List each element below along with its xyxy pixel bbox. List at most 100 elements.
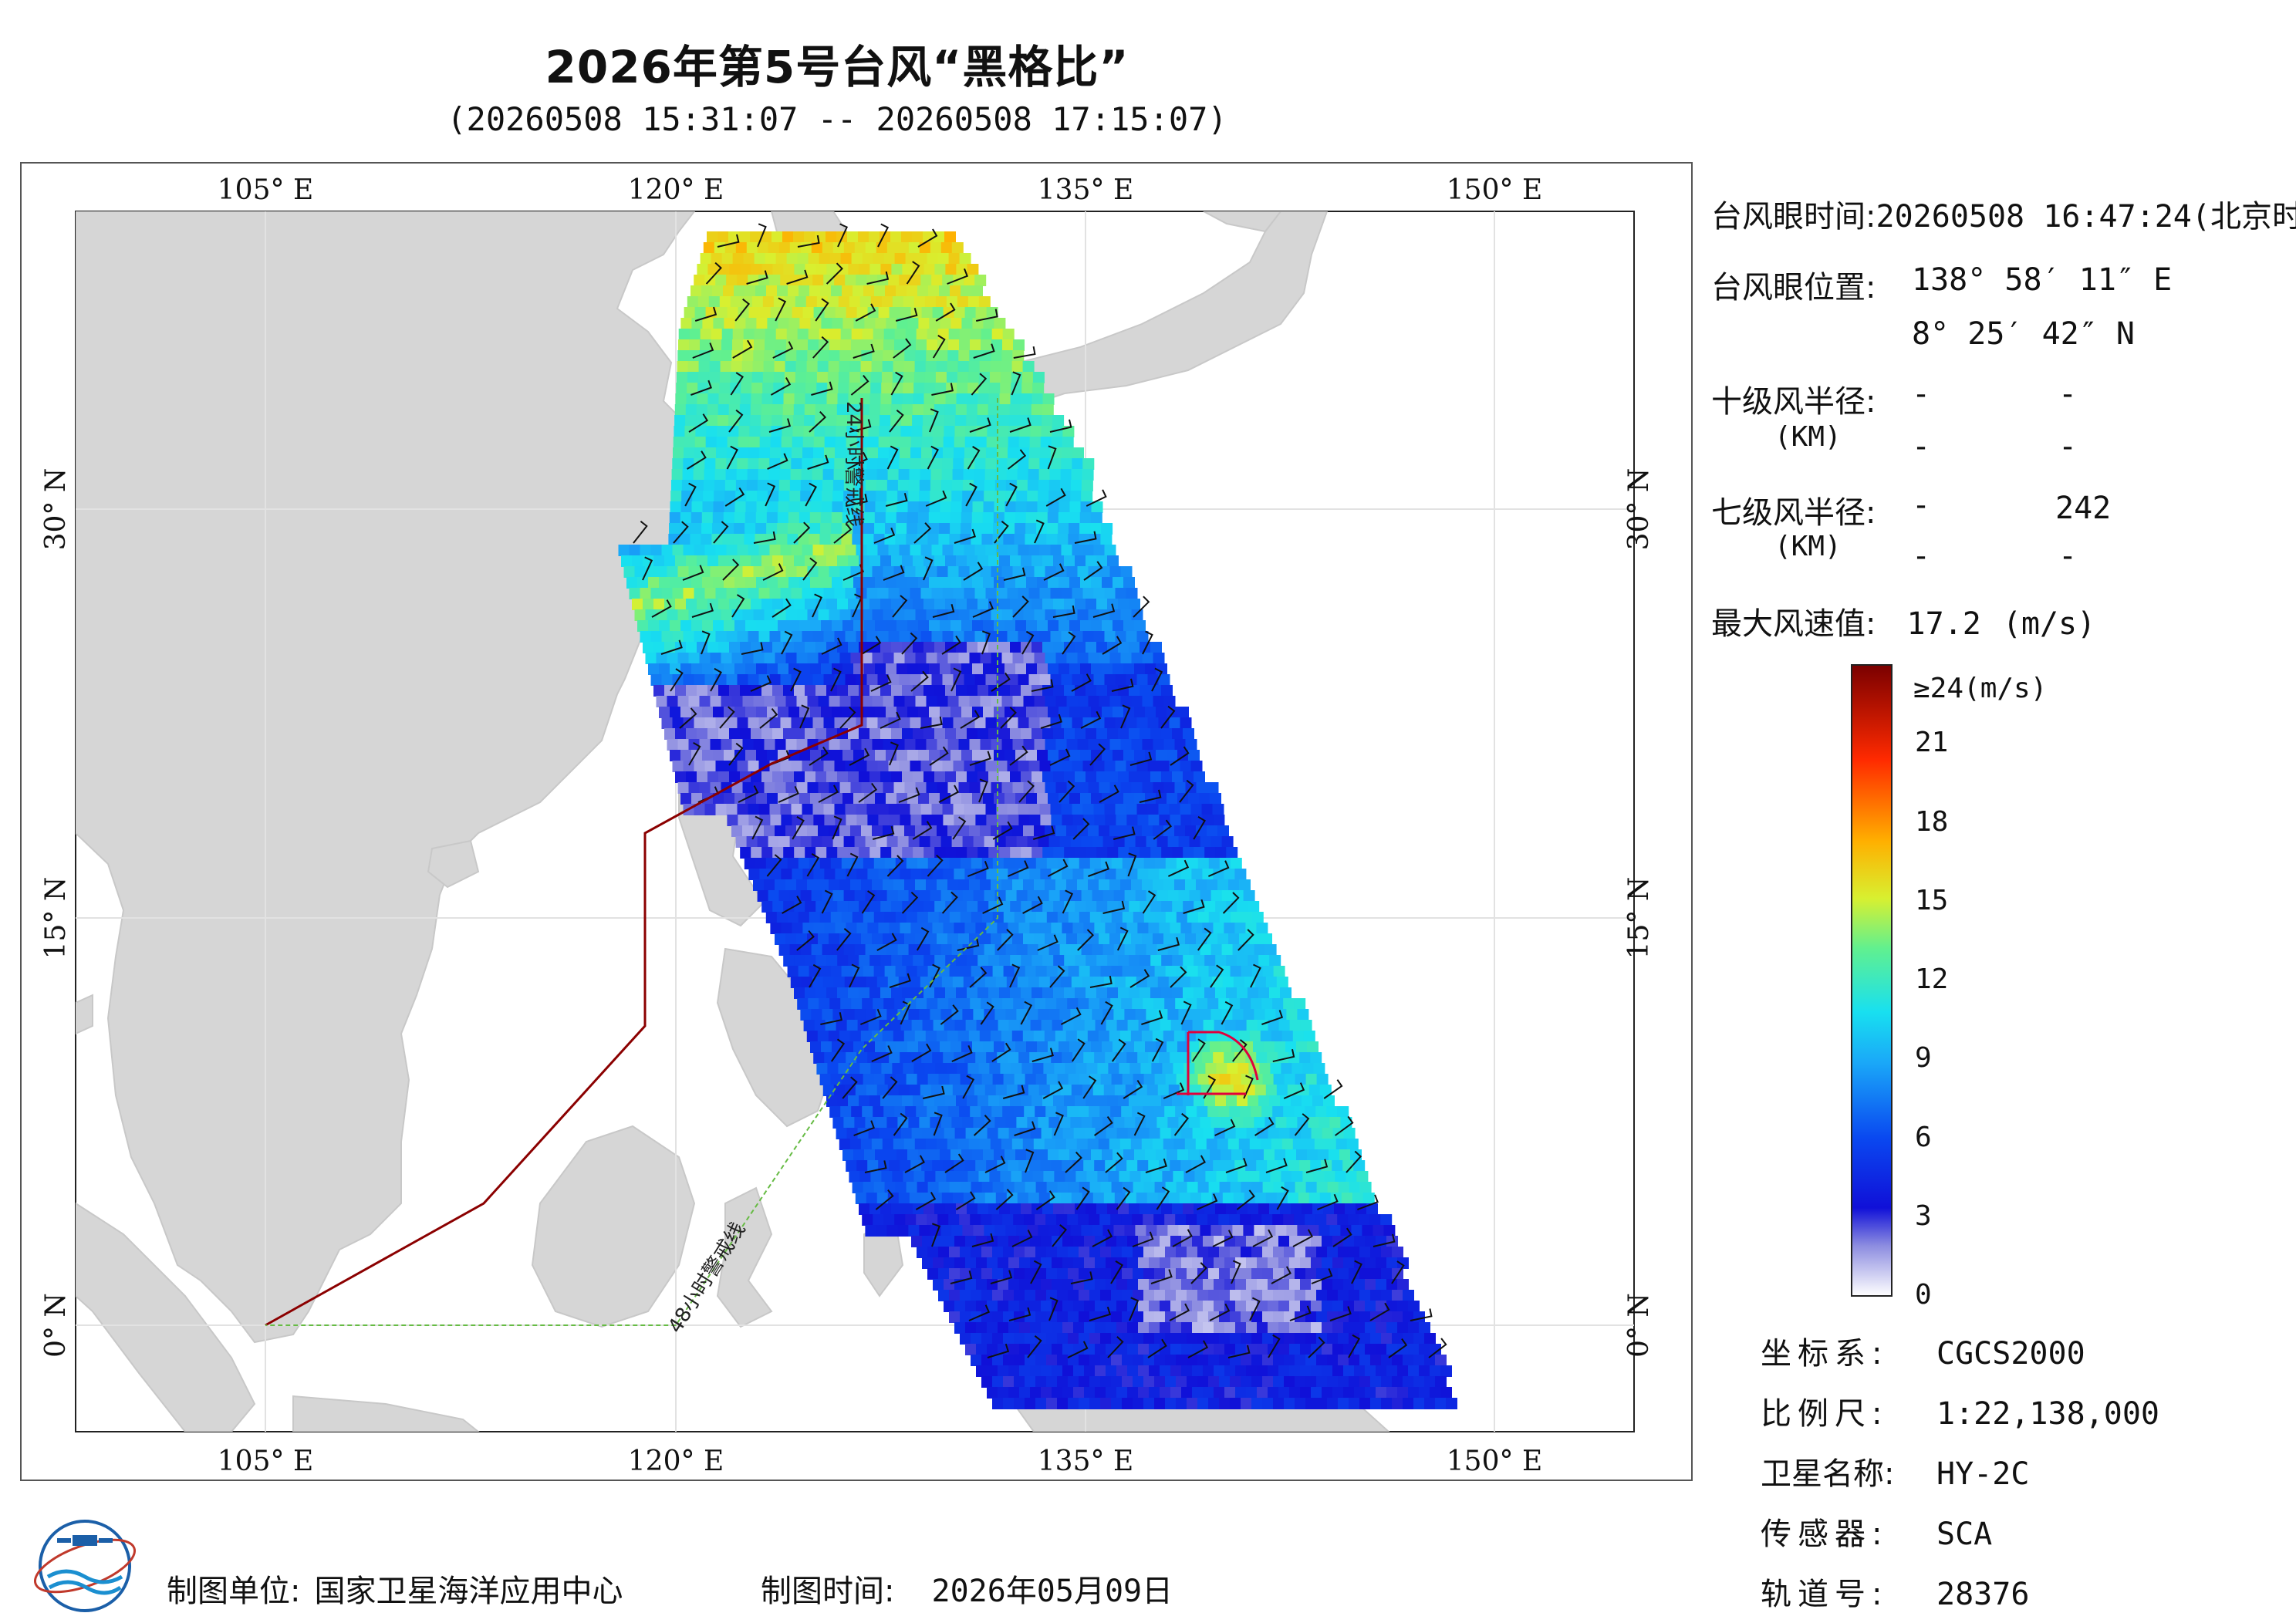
swath-cell xyxy=(973,491,985,502)
swath-cell xyxy=(1278,1128,1291,1139)
swath-cell xyxy=(1018,761,1030,772)
swath-cell xyxy=(928,512,940,524)
swath-cell xyxy=(637,620,649,632)
swath-cell xyxy=(1180,815,1193,826)
swath-cell xyxy=(1062,447,1073,459)
swath-cell xyxy=(1305,1182,1318,1193)
swath-cell xyxy=(1305,1214,1317,1226)
swath-cell xyxy=(832,836,845,848)
wind-barb xyxy=(1012,596,1029,618)
swath-cell xyxy=(775,339,787,351)
wind-barb xyxy=(830,1038,846,1062)
swath-cell xyxy=(818,566,830,578)
swath-cell xyxy=(1059,1009,1072,1021)
swath-cell xyxy=(1008,1257,1020,1269)
swath-cell xyxy=(826,955,839,967)
swath-cell xyxy=(1053,987,1065,999)
swath-cell xyxy=(783,955,795,967)
swath-cell xyxy=(1064,642,1075,653)
swath-cell xyxy=(1010,642,1021,653)
swath-cell xyxy=(1082,717,1095,729)
swath-cell xyxy=(1197,1311,1209,1323)
swath-cell xyxy=(1268,1387,1279,1399)
swath-cell xyxy=(740,555,751,567)
swath-cell xyxy=(1106,1257,1117,1269)
swath-cell xyxy=(1206,1139,1218,1150)
swath-cell xyxy=(692,491,704,502)
swath-cell xyxy=(900,1020,913,1031)
swath-cell xyxy=(1034,879,1045,891)
wind-barb xyxy=(730,372,744,396)
swath-cell xyxy=(1354,1344,1366,1355)
swath-cell xyxy=(1079,523,1092,535)
swath-cell xyxy=(1167,836,1180,848)
swath-cell xyxy=(1272,1214,1285,1226)
swath-cell xyxy=(920,631,933,643)
swath-cell xyxy=(999,771,1011,783)
swath-cell xyxy=(632,599,643,610)
swath-cell xyxy=(1160,1128,1172,1139)
swath-cell xyxy=(971,912,983,923)
swath-cell xyxy=(710,350,722,362)
swath-cell xyxy=(1053,771,1065,783)
swath-cell xyxy=(1007,761,1019,772)
swath-cell xyxy=(677,782,690,794)
swath-cell xyxy=(722,534,734,545)
swath-cell xyxy=(832,707,843,718)
swath-cell xyxy=(1045,609,1057,621)
swath-cell xyxy=(1053,728,1065,740)
swath-cell xyxy=(880,771,892,783)
swath-cell xyxy=(883,653,895,664)
swath-cell xyxy=(1120,879,1132,891)
swath-cell xyxy=(833,469,846,481)
swath-cell xyxy=(808,253,820,265)
wind-barb xyxy=(982,896,1004,914)
swath-cell xyxy=(1265,1193,1278,1204)
swath-cell xyxy=(1124,1117,1136,1129)
swath-cell xyxy=(1201,804,1214,815)
swath-cell xyxy=(810,501,822,513)
swath-cell xyxy=(789,836,802,848)
swath-cell xyxy=(1013,998,1025,1010)
swath-cell xyxy=(854,480,866,491)
swath-cell xyxy=(1134,707,1146,718)
swath-cell xyxy=(757,491,769,502)
swath-cell xyxy=(966,404,978,416)
swath-cell xyxy=(1094,1052,1106,1064)
swath-cell xyxy=(1077,879,1089,891)
swath-cell xyxy=(1091,750,1102,761)
swath-cell xyxy=(910,437,923,448)
swath-cell xyxy=(618,545,630,556)
swath-cell xyxy=(1250,933,1261,945)
swath-cell xyxy=(818,933,829,945)
swath-cell xyxy=(1170,1257,1182,1269)
swath-cell xyxy=(1008,923,1020,934)
swath-cell xyxy=(884,912,896,923)
swath-cell xyxy=(895,858,907,869)
wind-barb xyxy=(691,602,714,618)
swath-cell xyxy=(1038,469,1051,481)
swath-cell xyxy=(1213,869,1225,880)
swath-cell xyxy=(1156,663,1167,675)
swath-cell xyxy=(1102,836,1115,848)
swath-cell xyxy=(1365,1279,1376,1291)
swath-cell xyxy=(893,696,906,707)
swath-cell xyxy=(991,1214,1004,1226)
swath-cell xyxy=(1006,1193,1018,1204)
swath-cell xyxy=(690,534,702,545)
swath-cell xyxy=(1136,804,1149,815)
swath-cell xyxy=(1048,491,1061,502)
swath-cell xyxy=(1154,1376,1166,1388)
swath-cell xyxy=(936,361,948,373)
swath-cell xyxy=(761,642,773,653)
swath-cell xyxy=(659,577,670,589)
swath-cell xyxy=(853,1149,865,1161)
swath-cell xyxy=(887,1193,900,1204)
swath-cell xyxy=(1021,599,1032,610)
swath-cell xyxy=(1146,1117,1158,1129)
swath-cell xyxy=(1241,1290,1252,1301)
swath-cell xyxy=(794,728,805,740)
swath-cell xyxy=(901,404,913,416)
wind-barb xyxy=(765,482,776,507)
swath-cell xyxy=(1008,1052,1020,1064)
